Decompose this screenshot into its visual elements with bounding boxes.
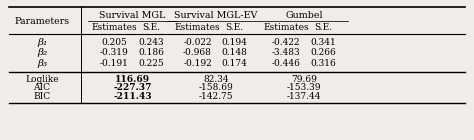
Text: -227.37: -227.37 [113,83,152,92]
Text: -0.022: -0.022 [183,38,212,47]
Text: 0.316: 0.316 [310,59,336,68]
Text: 79.69: 79.69 [292,75,317,84]
Text: -0.191: -0.191 [100,59,128,68]
Text: Estimates: Estimates [91,23,137,32]
Text: 0.266: 0.266 [310,48,336,58]
Text: -0.422: -0.422 [272,38,300,47]
Text: 0.186: 0.186 [138,48,164,58]
Text: 0.205: 0.205 [101,38,127,47]
Text: BIC: BIC [33,92,50,101]
Text: Survival MGL-EV: Survival MGL-EV [174,11,258,20]
Text: AIC: AIC [33,83,50,92]
Text: -137.44: -137.44 [287,92,321,101]
Text: -0.968: -0.968 [183,48,212,58]
Text: -211.43: -211.43 [113,92,152,101]
Text: -158.69: -158.69 [199,83,234,92]
Text: -0.192: -0.192 [183,59,212,68]
Text: 0.243: 0.243 [138,38,164,47]
Text: β₃: β₃ [37,59,47,68]
Text: S.E.: S.E. [314,23,332,32]
Text: Loglike: Loglike [25,75,59,84]
Text: 0.225: 0.225 [138,59,164,68]
Text: 0.341: 0.341 [310,38,336,47]
Text: β₂: β₂ [37,48,47,58]
Text: β₁: β₁ [37,38,47,47]
Text: Gumbel: Gumbel [285,11,323,20]
Text: -153.39: -153.39 [287,83,321,92]
Text: 116.69: 116.69 [115,75,150,84]
Text: S.E.: S.E. [142,23,160,32]
Text: -3.483: -3.483 [272,48,300,58]
Text: 0.148: 0.148 [222,48,247,58]
Text: Survival MGL: Survival MGL [99,11,166,20]
Text: Estimates: Estimates [263,23,309,32]
Text: 0.174: 0.174 [222,59,247,68]
Text: S.E.: S.E. [226,23,244,32]
Text: 0.194: 0.194 [222,38,247,47]
Text: Parameters: Parameters [14,17,70,26]
Text: 82.34: 82.34 [203,75,229,84]
Text: -0.446: -0.446 [271,59,300,68]
Text: Estimates: Estimates [175,23,220,32]
Text: -142.75: -142.75 [199,92,233,101]
Text: -0.319: -0.319 [100,48,128,58]
